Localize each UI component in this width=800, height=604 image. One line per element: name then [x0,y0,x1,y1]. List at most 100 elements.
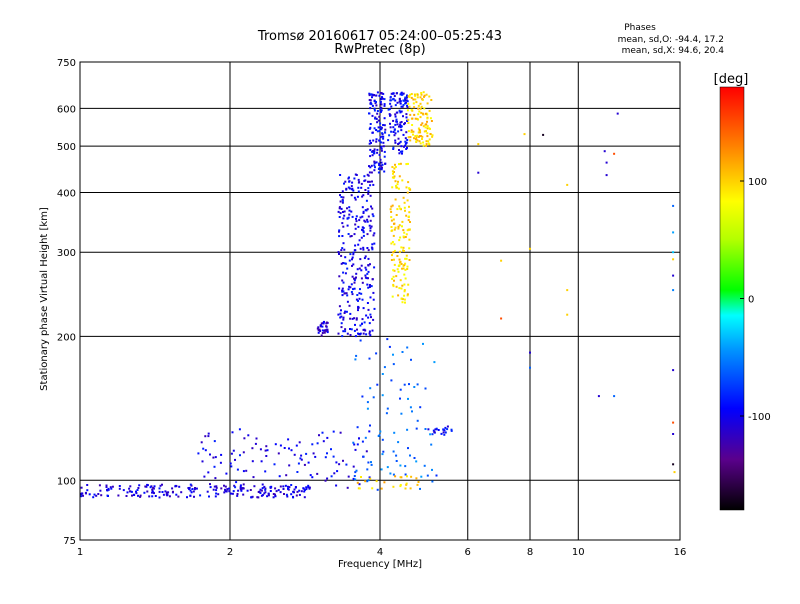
data-point [426,120,428,123]
data-point [414,117,417,120]
data-point [267,494,270,497]
plot-frame [79,61,681,541]
data-point [368,128,371,130]
data-point [122,489,125,492]
data-point [404,140,407,143]
data-point [382,137,385,140]
data-point [406,96,408,99]
data-point [419,487,421,490]
data-point [369,477,372,480]
data-point [364,274,367,277]
data-point [381,97,384,100]
data-point [260,460,263,463]
data-point [378,153,381,156]
data-point [369,155,372,158]
data-point [672,369,675,372]
data-point [242,451,245,454]
data-point [398,100,401,103]
data-point [390,216,393,219]
data-point [409,406,412,409]
data-point [391,241,394,243]
data-point [209,483,211,486]
data-point [427,142,430,145]
data-point [370,142,372,144]
data-point [194,487,196,489]
colorbar-tick-label: -100 [748,412,771,423]
data-point [368,224,371,227]
data-point [269,490,272,492]
data-point [364,255,367,258]
data-point [378,162,381,165]
data-point [390,105,393,108]
data-point [106,494,109,497]
data-point [303,463,306,466]
data-point [231,431,234,434]
data-point [408,96,411,98]
data-point [426,125,429,128]
data-point [403,383,406,386]
data-point [368,92,371,95]
data-point [408,238,411,241]
data-point [259,448,262,451]
data-point [375,138,378,141]
data-point [375,94,378,97]
data-point [288,464,291,467]
data-point [408,215,410,218]
data-point [566,313,569,316]
data-point [384,128,387,131]
data-point [421,98,424,101]
data-point [407,283,410,286]
data-point [354,244,357,247]
data-point [430,120,433,122]
data-point [432,429,435,432]
data-point [405,214,408,217]
data-point [362,246,365,249]
data-point [354,249,357,252]
data-point [359,288,361,291]
data-point [344,262,347,265]
data-point [363,257,366,260]
data-point [348,209,351,212]
data-point [425,123,428,126]
data-point [349,253,352,256]
data-point [372,234,375,237]
data-point [338,235,341,238]
data-point [251,495,254,498]
data-point [351,181,354,184]
data-point [272,493,275,495]
data-point [111,485,114,488]
data-point [393,279,395,282]
data-point [325,321,328,324]
data-point [360,264,363,267]
data-point [342,316,345,319]
data-point [288,447,290,450]
data-point [405,148,408,150]
data-point [144,485,147,488]
y-tick-label: 75 [63,536,76,547]
data-point [338,206,341,209]
data-point [429,133,432,135]
data-point [426,132,429,135]
data-point [418,110,421,113]
data-point [253,485,256,488]
data-point [346,300,349,303]
data-point [350,283,353,286]
data-point [431,433,434,436]
data-point [354,227,357,230]
data-point [367,286,370,289]
data-point [368,330,371,333]
data-point [398,224,401,227]
data-point [368,357,371,360]
data-point [393,263,396,266]
data-point [403,283,406,286]
data-point [395,92,398,95]
data-point [386,407,389,410]
data-point [343,312,346,314]
data-point [412,130,415,133]
data-point [383,481,386,484]
data-point [383,150,386,153]
data-point [357,243,360,246]
data-point [369,99,372,102]
data-point [300,454,303,457]
data-point [399,485,402,488]
